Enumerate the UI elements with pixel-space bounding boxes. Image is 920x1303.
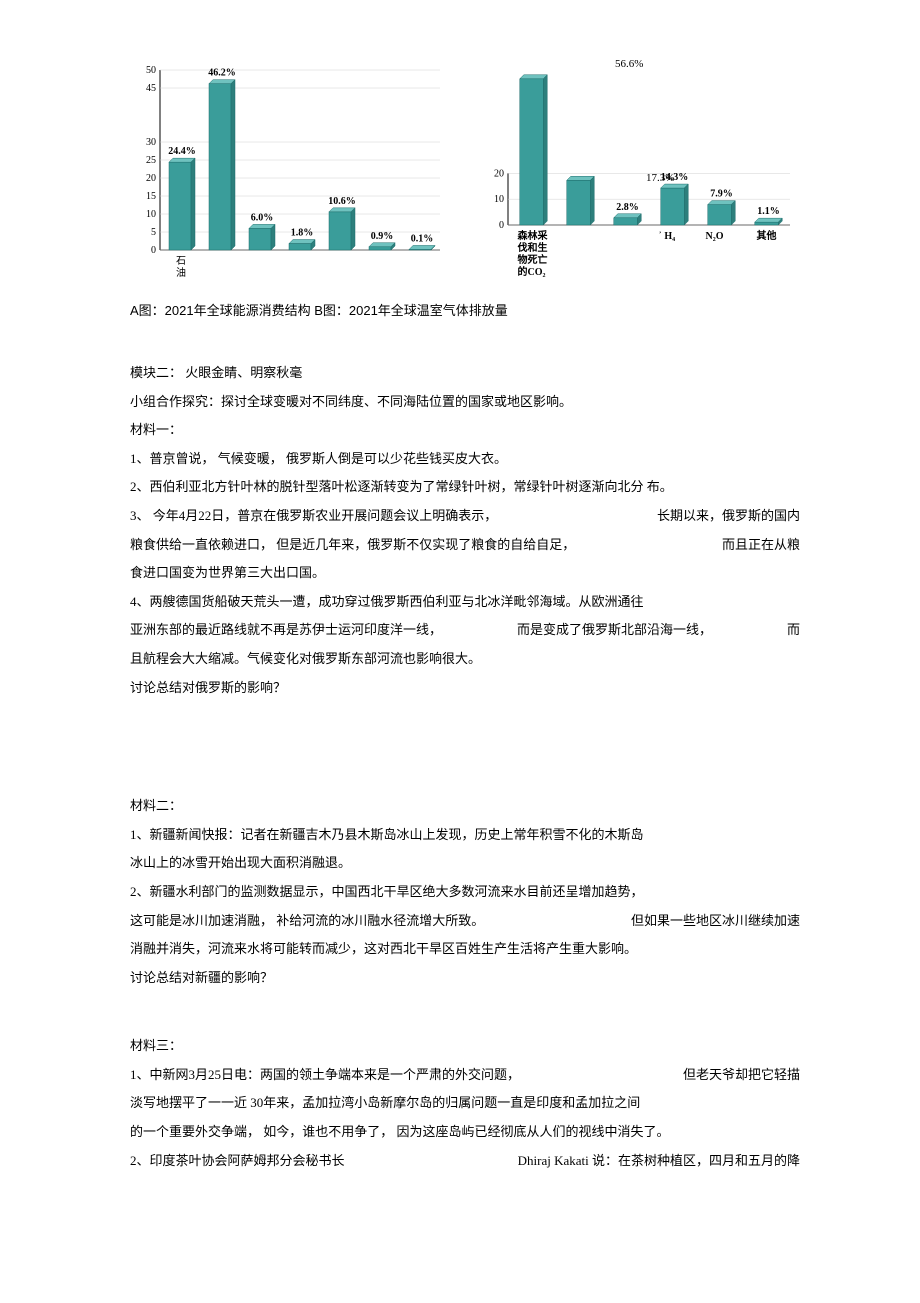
svg-text:0.1%: 0.1% (411, 233, 434, 244)
svg-text:0: 0 (151, 245, 156, 256)
material1-line4: 粮食供给一直依赖进口， 但是近几年来，俄罗斯不仅实现了粮食的自给自足， 而且正在… (130, 531, 800, 560)
svg-text:50: 50 (146, 65, 156, 76)
material1-question: 讨论总结对俄罗斯的影响？ (130, 674, 800, 703)
svg-text:的CO₂: 的CO₂ (518, 265, 546, 278)
material1-line3: 3、 今年4月22日，普京在俄罗斯农业开展问题会议上明确表示， 长期以来，俄罗斯… (130, 502, 800, 531)
module2-subtitle: 小组合作探究：探讨全球变暖对不同纬度、不同海陆位置的国家或地区影响。 (130, 388, 800, 417)
module2-title: 模块二： 火眼金睛、明察秋毫 (130, 359, 800, 388)
svg-text:45: 45 (146, 83, 156, 94)
svg-text:20: 20 (146, 173, 156, 184)
chart-b-svg: 01020森林采伐和生物死亡的CO₂2.8%14.3%᾿ H₄7.9%N₂O1.… (480, 60, 800, 280)
material3-line3: 的一个重要外交争端， 如今，谁也不用争了， 因为这座岛屿已经彻底从人们的视线中消… (130, 1118, 800, 1147)
svg-text:伐和生: 伐和生 (518, 241, 548, 254)
svg-text:6.0%: 6.0% (251, 212, 274, 223)
material2-line1: 1、新疆新闻快报：记者在新疆吉木乃县木斯岛冰山上发现，历史上常年积雪不化的木斯岛 (130, 821, 800, 850)
chart-b-greenhouse-gas: 56.6% 17.3% 01020森林采伐和生物死亡的CO₂2.8%14.3%᾿… (480, 60, 800, 280)
material2-line3: 2、新疆水利部门的监测数据显示，中国西北干旱区绝大多数河流来水目前还呈增加趋势， (130, 878, 800, 907)
svg-text:5: 5 (151, 227, 156, 238)
material2-line5: 消融并消失，河流来水将可能转而减少，这对西北干旱区百姓生产生活将产生重大影响。 (130, 935, 800, 964)
svg-text:0: 0 (499, 220, 504, 231)
material3-line2: 淡写地摆平了一一近 30年来，孟加拉湾小岛新摩尔岛的归属问题一直是印度和孟加拉之… (130, 1089, 800, 1118)
material2-line4: 这可能是冰川加速消融， 补给河流的冰川融水径流增大所致。 但如果一些地区冰川继续… (130, 907, 800, 936)
svg-text:10: 10 (146, 209, 156, 220)
material3-heading: 材料三： (130, 1032, 800, 1061)
chart-a-svg: 0 5 10 15 20 25 30 45 50 24.4% 石油 46.2% 6.0% 1.8% 10.6… (130, 60, 450, 280)
svg-text:20: 20 (494, 168, 504, 179)
charts-caption: A图：2021年全球能源消费结构 B图：2021年全球温室气体排放量 (130, 300, 800, 319)
svg-text:0.9%: 0.9% (371, 231, 394, 242)
material3-line4: 2、印度茶叶协会阿萨姆邦分会秘书长 Dhiraj Kakati 说：在茶树种植区… (130, 1147, 800, 1176)
material3-line1: 1、中新网3月25日电：两国的领土争端本来是一个严肃的外交问题， 但老天爷却把它… (130, 1061, 800, 1090)
svg-text:1.1%: 1.1% (757, 206, 780, 217)
svg-text:1.8%: 1.8% (291, 228, 314, 239)
svg-text:25: 25 (146, 155, 156, 166)
svg-text:10: 10 (494, 194, 504, 205)
material1-heading: 材料一： (130, 416, 800, 445)
material2-heading: 材料二： (130, 792, 800, 821)
svg-text:46.2%: 46.2% (208, 68, 236, 79)
material1-line1: 1、普京曾说， 气候变暖， 俄罗斯人倒是可以少花些钱买皮大衣。 (130, 445, 800, 474)
material1-line2: 2、西伯利亚北方针叶林的脱针型落叶松逐渐转变为了常绿针叶树，常绿针叶树逐渐向北分… (130, 473, 800, 502)
svg-text:油: 油 (176, 266, 186, 279)
svg-text:其他: 其他 (757, 229, 777, 242)
svg-text:7.9%: 7.9% (710, 189, 733, 200)
svg-text:30: 30 (146, 137, 156, 148)
svg-text:物死亡: 物死亡 (518, 253, 548, 266)
svg-text:2.8%: 2.8% (616, 202, 639, 213)
svg-text:24.4%: 24.4% (168, 146, 196, 157)
svg-text:N₂O: N₂O (706, 231, 724, 242)
chart-b-top-label: 56.6% (615, 58, 643, 70)
chart-b-mid-label: 17.3% (646, 172, 674, 184)
svg-text:᾿ H₄: ᾿ H₄ (659, 231, 676, 242)
svg-text:石: 石 (176, 256, 186, 267)
svg-text:10.6%: 10.6% (328, 196, 356, 207)
svg-text:15: 15 (146, 191, 156, 202)
svg-text:森林采: 森林采 (517, 229, 548, 242)
material1-line7: 亚洲东部的最近路线就不再是苏伊士运河印度洋一线， 而是变成了俄罗斯北部沿海一线，… (130, 616, 800, 645)
material1-line6: 4、两艘德国货船破天荒头一遭，成功穿过俄罗斯西伯利亚与北冰洋毗邻海域。从欧洲通往 (130, 588, 800, 617)
material2-question: 讨论总结对新疆的影响？ (130, 964, 800, 993)
chart-a-energy-consumption: 0 5 10 15 20 25 30 45 50 24.4% 石油 46.2% 6.0% 1.8% 10.6… (130, 60, 450, 280)
material1-line5: 食进口国变为世界第三大出口国。 (130, 559, 800, 588)
material2-line2: 冰山上的冰雪开始出现大面积消融退。 (130, 849, 800, 878)
material1-line8: 且航程会大大缩减。气候变化对俄罗斯东部河流也影响很大。 (130, 645, 800, 674)
